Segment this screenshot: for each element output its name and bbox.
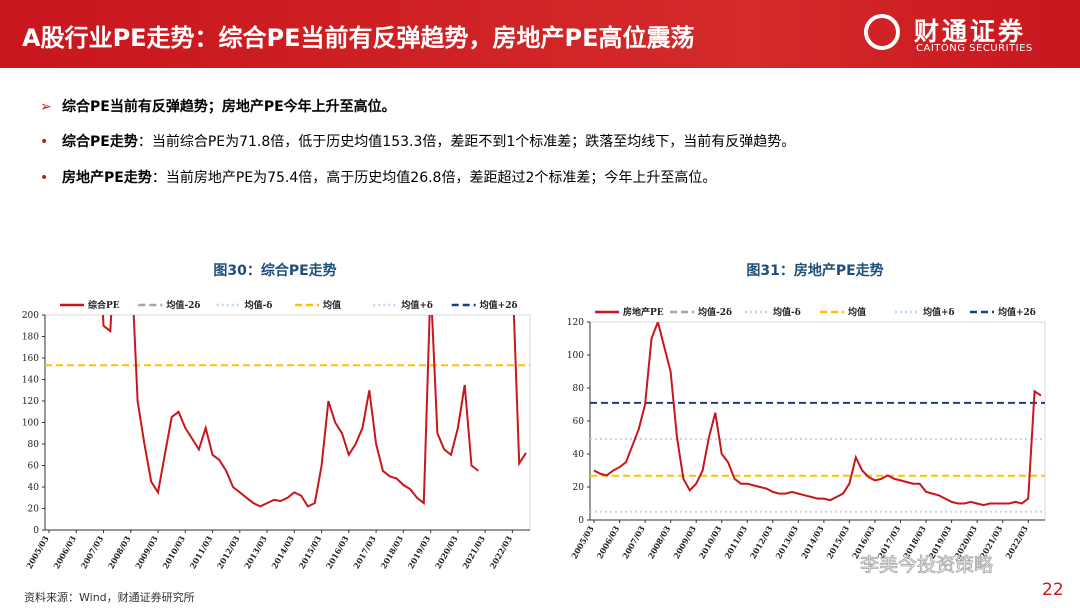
x-tick-label: 2011/03 <box>722 524 749 561</box>
page-number: 22 <box>1042 580 1064 600</box>
y-tick-label: 180 <box>22 333 39 343</box>
logo: 财通证券 CAITONG SECURITIES <box>860 10 1060 60</box>
x-tick-label: 2022/03 <box>1003 524 1030 561</box>
y-tick-label: 80 <box>28 440 40 450</box>
x-tick-label: 2015/03 <box>296 534 323 571</box>
x-tick-label: 2010/03 <box>697 524 724 561</box>
data-line <box>512 315 527 467</box>
legend-label: 均值 <box>848 306 866 318</box>
y-tick-label: 60 <box>573 417 585 427</box>
logo-icon <box>864 14 900 50</box>
x-tick-label: 2006/03 <box>51 534 78 571</box>
source-note: 资料来源：Wind，财通证券研究所 <box>24 591 195 604</box>
y-tick-label: 140 <box>22 376 39 386</box>
x-tick-label: 2011/03 <box>187 534 214 571</box>
x-tick-label: 2005/03 <box>569 524 596 561</box>
y-tick-label: 0 <box>578 516 584 526</box>
x-tick-label: 2021/03 <box>460 534 487 571</box>
logo-cn: 财通证券 <box>914 17 1027 46</box>
x-tick-label: 2007/03 <box>620 524 647 561</box>
bullet-text: 综合PE当前有反弹趋势；房地产PE今年上升至高位。 <box>62 99 396 115</box>
y-tick-label: 60 <box>28 462 40 472</box>
bullet: • 房地产PE走势：当前房地产PE为75.4倍，高于历史均值26.8倍，差距超过2… <box>40 170 717 186</box>
x-tick-label: 2022/03 <box>487 534 514 571</box>
y-tick-label: 120 <box>22 397 39 407</box>
x-tick-label: 2009/03 <box>133 534 160 571</box>
header: A股行业PE走势：综合PE当前有反弹趋势，房地产PE高位震荡 财通证券 CAIT… <box>0 0 1080 68</box>
legend-label: 均值-2δ <box>166 299 200 311</box>
bullet: • 综合PE走势：当前综合PE为71.8倍，低于历史均值153.3倍，差距不到1个… <box>40 134 796 150</box>
x-tick-label: 2014/03 <box>269 534 296 571</box>
bullet: ➢ 综合PE当前有反弹趋势；房地产PE今年上升至高位。 <box>40 99 396 115</box>
x-tick-label: 2013/03 <box>242 534 269 571</box>
y-tick-label: 40 <box>573 450 585 460</box>
x-tick-label: 2010/03 <box>160 534 187 571</box>
data-line <box>101 315 479 508</box>
legend-label: 均值+δ <box>923 306 955 318</box>
legend-label: 均值-2δ <box>698 306 732 318</box>
legend-label: 房地产PE <box>623 306 664 318</box>
x-tick-label: 2006/03 <box>594 524 621 561</box>
x-tick-label: 2019/03 <box>406 534 433 571</box>
y-tick-label: 20 <box>28 505 40 515</box>
x-tick-label: 2007/03 <box>78 534 105 571</box>
legend-label: 均值+2δ <box>480 299 518 311</box>
chart-title: 图30：综合PE走势 <box>213 262 336 279</box>
legend-label: 均值+δ <box>401 299 433 311</box>
x-tick-label: 2012/03 <box>748 524 775 561</box>
x-tick-label: 2018/03 <box>378 534 405 571</box>
plot-frame <box>589 321 1046 521</box>
legend-label: 均值+2δ <box>998 306 1036 318</box>
y-tick-label: 100 <box>567 351 584 361</box>
x-tick-label: 2005/03 <box>24 534 51 571</box>
y-tick-label: 40 <box>28 483 40 493</box>
bullet-label: 房地产PE走势 <box>62 170 152 186</box>
bullet-text: ：当前综合PE为71.8倍，低于历史均值153.3倍，差距不到1个标准差；跌落至… <box>137 134 796 150</box>
x-tick-label: 2015/03 <box>824 524 851 561</box>
legend-label: 均值-δ <box>245 299 273 311</box>
y-tick-label: 160 <box>22 354 39 364</box>
header-title: A股行业PE走势：综合PE当前有反弹趋势，房地产PE高位震荡 <box>22 24 695 52</box>
legend-label: 均值 <box>323 299 341 311</box>
x-tick-label: 2013/03 <box>773 524 800 561</box>
y-tick-label: 200 <box>22 311 39 321</box>
y-tick-label: 120 <box>567 318 584 328</box>
y-tick-label: 100 <box>22 419 39 429</box>
watermark: 李美今投资策略 <box>860 554 993 576</box>
bullet-label: 综合PE走势 <box>62 134 138 150</box>
y-tick-label: 20 <box>573 483 585 493</box>
x-tick-label: 2012/03 <box>215 534 242 571</box>
chart-title: 图31：房地产PE走势 <box>746 262 883 279</box>
x-tick-label: 2020/03 <box>433 534 460 571</box>
y-tick-label: 80 <box>573 384 585 394</box>
x-tick-label: 2014/03 <box>799 524 826 561</box>
legend-label: 均值-δ <box>773 306 801 318</box>
legend-label: 综合PE <box>88 299 120 311</box>
x-tick-label: 2008/03 <box>646 524 673 561</box>
y-tick-label: 0 <box>33 526 39 536</box>
x-tick-label: 2017/03 <box>351 534 378 571</box>
data-line <box>593 322 1042 507</box>
logo-en: CAITONG SECURITIES <box>916 43 1033 54</box>
bullet-text: ：当前房地产PE为75.4倍，高于历史均值26.8倍，差距超过2个标准差；今年上… <box>151 170 717 186</box>
x-tick-label: 2008/03 <box>106 534 133 571</box>
x-tick-label: 2009/03 <box>671 524 698 561</box>
x-tick-label: 2016/03 <box>324 534 351 571</box>
